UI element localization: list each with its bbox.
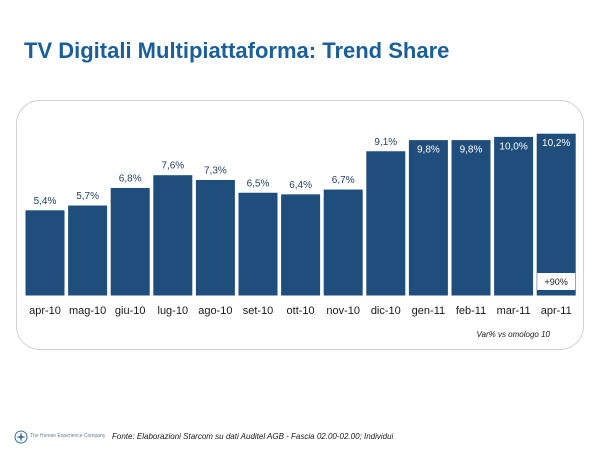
page-title: TV Digitali Multipiattaforma: Trend Shar… — [24, 38, 450, 63]
data-label-apr-11: 10,2% — [542, 138, 570, 149]
company-tagline: The Human Experience Company — [30, 433, 106, 439]
data-label-nov-10: 6,7% — [332, 175, 355, 186]
bar-feb-11 — [450, 139, 492, 297]
tick-label-gen-11: gen-11 — [412, 305, 445, 317]
tick-label-ago-10: ago-10 — [198, 305, 232, 317]
data-label-mar-11: 10,0% — [499, 141, 527, 152]
source-note: Fonte: Elaborazioni Starcom su dati Audi… — [112, 432, 394, 441]
variation-note: Var% vs omologo 10 — [476, 330, 550, 339]
tick-label-lug-10: lug-10 — [158, 305, 189, 317]
data-label-ott-10: 6,4% — [289, 180, 312, 191]
data-label-giu-10: 6,8% — [119, 173, 142, 184]
annotation-box — [537, 273, 576, 290]
annotation-label: +90% — [545, 277, 568, 287]
data-label-mag-10: 5,7% — [76, 191, 99, 202]
tick-label-mag-10: mag-10 — [69, 305, 106, 317]
tick-label-set-10: set-10 — [243, 305, 274, 317]
tick-label-giu-10: giu-10 — [115, 305, 146, 317]
data-label-feb-11: 9,8% — [460, 145, 483, 156]
tick-label-ott-10: ott-10 — [287, 305, 315, 317]
bar-lug-10 — [152, 174, 194, 297]
data-label-ago-10: 7,3% — [204, 165, 227, 176]
bar-apr-10 — [24, 209, 66, 297]
bar-gen-11 — [407, 139, 449, 297]
tick-label-dic-10: dic-10 — [371, 305, 401, 317]
bar-dic-10 — [365, 150, 407, 297]
tick-label-apr-10: apr-10 — [29, 305, 61, 317]
bar-giu-10 — [109, 186, 151, 297]
data-label-lug-10: 7,6% — [161, 161, 184, 172]
data-label-set-10: 6,5% — [247, 178, 270, 189]
bar-mag-10 — [67, 204, 109, 297]
bar-apr-11 — [535, 132, 577, 297]
bar-ott-10 — [280, 193, 322, 297]
bar-ago-10 — [194, 178, 236, 297]
data-label-gen-11: 9,8% — [417, 145, 440, 156]
data-label-apr-10: 5,4% — [34, 196, 57, 207]
tick-label-apr-11: apr-11 — [541, 305, 572, 317]
data-label-dic-10: 9,1% — [374, 137, 397, 148]
tick-label-mar-11: mar-11 — [497, 305, 531, 317]
bar-mar-11 — [493, 135, 535, 297]
bar-set-10 — [237, 191, 279, 297]
bar-nov-10 — [322, 188, 364, 297]
tick-label-feb-11: feb-11 — [456, 305, 486, 317]
company-logo-icon — [14, 430, 28, 444]
tick-label-nov-10: nov-10 — [326, 305, 360, 317]
